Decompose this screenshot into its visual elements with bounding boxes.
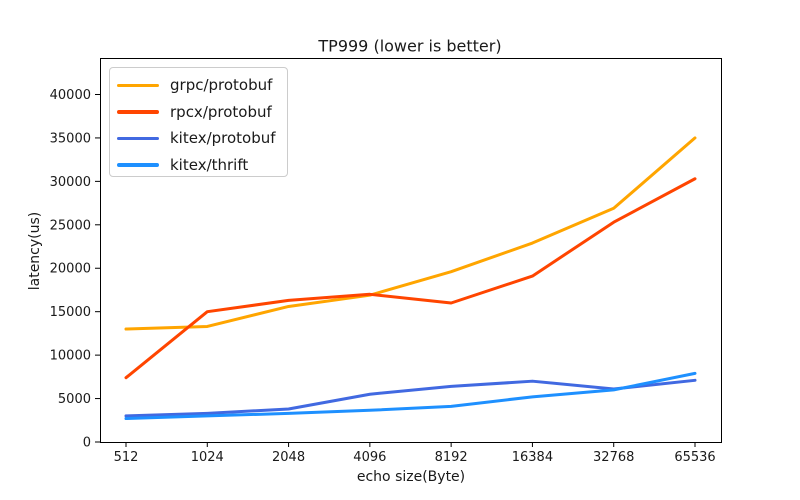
legend-label: rpcx/protobuf <box>170 102 272 121</box>
legend-item: grpc/protobuf <box>117 72 287 99</box>
x-tick-label: 32768 <box>593 450 634 465</box>
series-line-rpcx-protobuf <box>124 177 697 380</box>
y-tick-label: 5000 <box>58 392 91 407</box>
chart-title: TP999 (lower is better) <box>318 36 502 56</box>
x-tick-label: 1024 <box>191 450 224 465</box>
axes-frame <box>100 58 722 443</box>
x-tick-label: 8192 <box>435 450 468 465</box>
x-tick-label: 16384 <box>512 450 553 465</box>
legend-label: grpc/protobuf <box>170 76 273 95</box>
y-tick-label: 0 <box>83 436 91 451</box>
series-line-kitex-thrift <box>124 371 697 421</box>
y-axis-label: latency(us) <box>27 211 43 291</box>
legend: grpc/protobuf rpcx/protobuf kitex/protobuf… <box>109 67 288 177</box>
legend-label: kitex/thrift <box>170 155 249 174</box>
legend-item: kitex/protobuf <box>117 125 287 152</box>
y-tick-label: 25000 <box>50 218 91 233</box>
legend-item: rpcx/protobuf <box>117 99 287 126</box>
series-line-kitex-protobuf <box>124 378 697 418</box>
x-tick-label: 65536 <box>674 450 715 465</box>
y-tick-label: 40000 <box>50 88 91 103</box>
x-tick-label: 512 <box>114 450 139 465</box>
x-tick-label: 2048 <box>272 450 305 465</box>
legend-swatch-icon <box>117 110 159 114</box>
y-tick-label: 20000 <box>50 262 91 277</box>
y-tick-label: 30000 <box>50 175 91 190</box>
legend-swatch-icon <box>117 163 159 167</box>
x-axis-label: echo size(Byte) <box>356 469 466 485</box>
series-line-grpc-protobuf <box>124 136 697 331</box>
y-tick-label: 15000 <box>50 305 91 320</box>
y-tick-label: 10000 <box>50 349 91 364</box>
legend-item: kitex/thrift <box>117 152 287 179</box>
legend-label: kitex/protobuf <box>170 129 276 148</box>
x-tick-label: 4096 <box>353 450 386 465</box>
legend-swatch-icon <box>117 83 159 87</box>
legend-swatch-icon <box>117 136 159 140</box>
y-tick-label: 35000 <box>50 131 91 146</box>
